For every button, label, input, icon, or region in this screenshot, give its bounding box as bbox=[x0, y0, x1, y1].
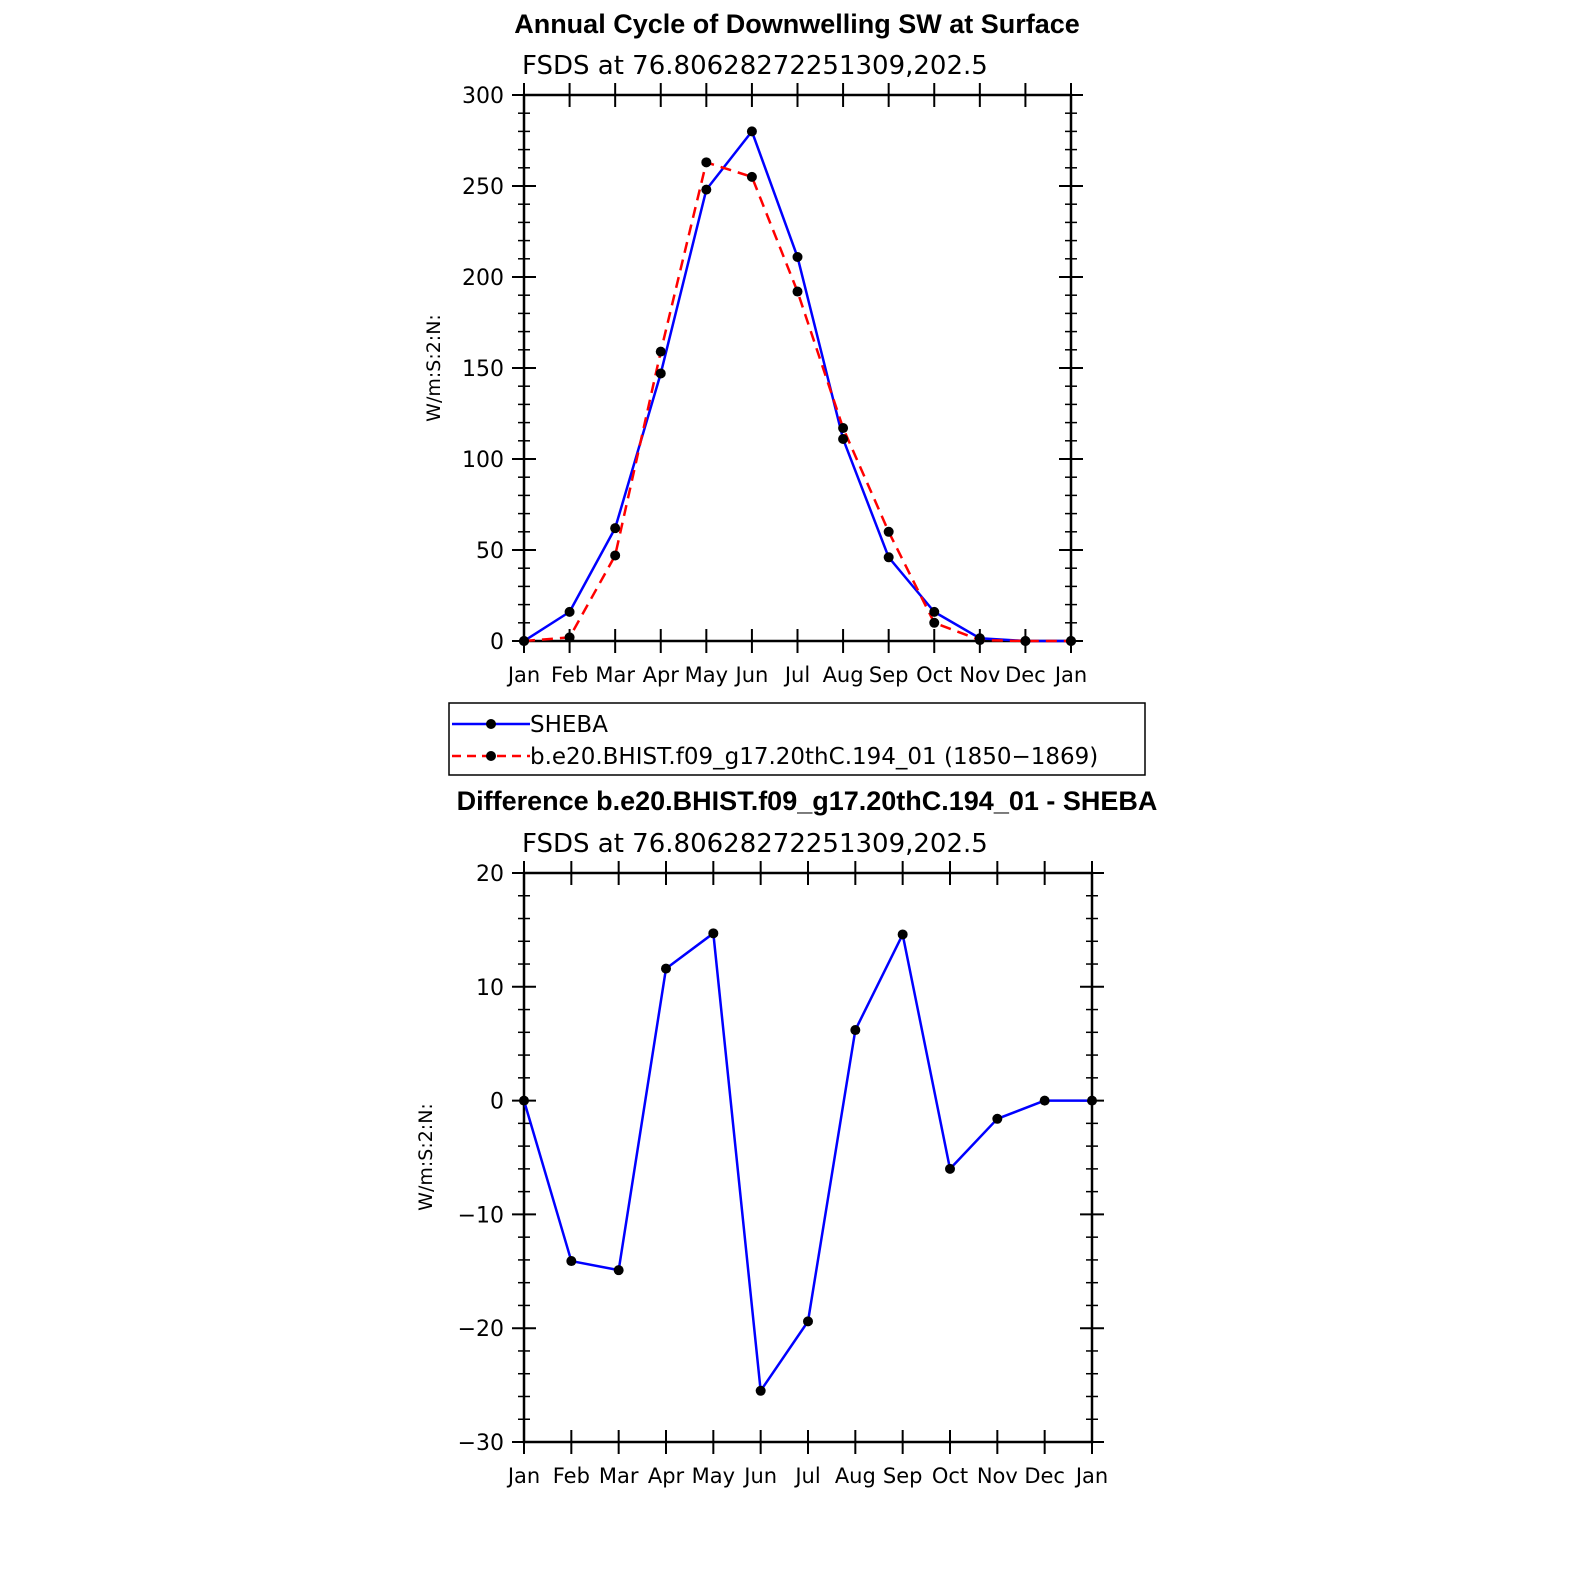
x-tick-label: Nov bbox=[959, 663, 1000, 687]
series-1-point bbox=[655, 346, 666, 357]
series-1-point bbox=[746, 171, 757, 182]
series-0-point bbox=[945, 1163, 955, 1174]
series-line-1 bbox=[523, 161, 1071, 643]
chart-title: Difference b.e20.BHIST.f09_g17.20thC.194… bbox=[457, 786, 1158, 816]
x-tick-label: Aug bbox=[835, 1464, 876, 1488]
legend-box bbox=[448, 702, 1146, 776]
y-tick-label: 20 bbox=[476, 862, 504, 887]
chart-subtitle: FSDS at 76.80628272251309,202.5 bbox=[522, 51, 988, 81]
x-tick-label: Sep bbox=[869, 663, 909, 687]
series-0-point bbox=[883, 552, 894, 563]
x-tick-label: Oct bbox=[932, 1464, 968, 1488]
series-1-point bbox=[883, 526, 894, 537]
difference-panel: Difference b.e20.BHIST.f09_g17.20thC.194… bbox=[415, 786, 1157, 1488]
legend-marker-model bbox=[486, 751, 496, 761]
x-tick-label: Jan bbox=[506, 663, 540, 687]
y-axis-label: W/m:S:2:N: bbox=[423, 314, 445, 422]
legend: SHEBA b.e20.BHIST.f09_g17.20thC.194_01 (… bbox=[448, 702, 1146, 776]
series-1-point bbox=[1066, 636, 1076, 646]
x-tick-label: Aug bbox=[823, 663, 864, 687]
axes-frame: 0 50 100 150 200 250 300 Jan Feb Mar Apr May Jun Jul A… bbox=[462, 83, 1087, 687]
series-0-point bbox=[566, 1256, 577, 1267]
series-0-point bbox=[897, 929, 908, 940]
plot-frame bbox=[522, 93, 1073, 643]
series-0-point bbox=[792, 251, 803, 262]
x-tick-label: Apr bbox=[648, 1464, 685, 1488]
x-tick-label: May bbox=[685, 663, 728, 687]
y-tick-label: 50 bbox=[476, 539, 504, 564]
y-tick-label: 150 bbox=[462, 357, 504, 382]
y-tick-label: 200 bbox=[462, 266, 504, 291]
series-1-point bbox=[792, 286, 803, 297]
x-tick-label: Jun bbox=[734, 663, 769, 687]
x-tick-label: Jun bbox=[742, 1464, 777, 1488]
series-0-point bbox=[701, 184, 712, 195]
x-tick-label: Dec bbox=[1024, 1464, 1065, 1488]
series-0-point bbox=[708, 928, 719, 939]
series-1-point bbox=[1020, 636, 1031, 646]
series-line-0 bbox=[523, 130, 1071, 643]
series-0-point bbox=[838, 433, 849, 444]
y-tick-label: 0 bbox=[490, 630, 504, 655]
x-tick-label: Jul bbox=[783, 663, 810, 687]
series-layer bbox=[519, 928, 1097, 1396]
x-tick-label: Mar bbox=[599, 1464, 639, 1488]
series-0-point bbox=[1039, 1095, 1050, 1106]
y-tick-label: −10 bbox=[458, 1203, 504, 1228]
legend-marker-sheba bbox=[486, 719, 496, 729]
x-tick-label: Jan bbox=[1053, 663, 1087, 687]
series-0-point bbox=[661, 963, 671, 974]
y-tick-label: 10 bbox=[476, 976, 504, 1001]
x-tick-label: Oct bbox=[916, 663, 952, 687]
legend-entry-model: b.e20.BHIST.f09_g17.20thC.194_01 (1850−1… bbox=[530, 744, 1098, 770]
series-1-point bbox=[701, 157, 712, 168]
series-0-point bbox=[564, 606, 575, 617]
legend-entry-sheba: SHEBA bbox=[530, 712, 608, 738]
series-0-point bbox=[850, 1025, 861, 1036]
series-1-point bbox=[974, 635, 985, 646]
series-0-point bbox=[755, 1385, 766, 1396]
x-tick-label: Nov bbox=[977, 1464, 1018, 1488]
x-tick-label: Sep bbox=[883, 1464, 923, 1488]
x-tick-label: Feb bbox=[551, 663, 588, 687]
x-tick-label: Apr bbox=[643, 663, 680, 687]
series-0-point bbox=[1087, 1095, 1097, 1106]
axes-frame: −30 −20 −10 0 10 20 Jan Feb Mar Apr May Jun Jul Aug Se… bbox=[458, 861, 1108, 1488]
x-tick-label: Jan bbox=[1074, 1464, 1108, 1488]
series-0-point bbox=[929, 606, 940, 617]
x-tick-label: Jul bbox=[793, 1464, 820, 1488]
x-tick-label: Jan bbox=[506, 1464, 540, 1488]
x-tick-label: Dec bbox=[1005, 663, 1046, 687]
series-1-point bbox=[610, 550, 621, 561]
x-tick-label: Feb bbox=[553, 1464, 590, 1488]
series-1-point bbox=[838, 423, 849, 434]
y-tick-label: −30 bbox=[458, 1431, 504, 1456]
series-0-point bbox=[803, 1316, 813, 1327]
series-0-point bbox=[613, 1265, 624, 1276]
y-tick-label: 250 bbox=[462, 175, 504, 200]
plot-frame bbox=[522, 871, 1094, 1444]
chart-title: Annual Cycle of Downwelling SW at Surfac… bbox=[514, 9, 1080, 39]
series-1-point bbox=[564, 632, 575, 643]
series-1-point bbox=[929, 617, 940, 628]
series-layer bbox=[519, 126, 1076, 646]
series-0-point bbox=[610, 523, 621, 534]
annual-cycle-panel: Annual Cycle of Downwelling SW at Surfac… bbox=[423, 9, 1087, 687]
series-0-point bbox=[655, 368, 666, 379]
x-tick-label: Mar bbox=[595, 663, 635, 687]
y-axis-label: W/m:S:2:N: bbox=[415, 1103, 437, 1211]
x-tick-label: May bbox=[692, 1464, 735, 1488]
series-0-point bbox=[746, 126, 757, 137]
y-tick-label: 100 bbox=[462, 448, 504, 473]
y-tick-label: 300 bbox=[462, 84, 504, 109]
chart-subtitle: FSDS at 76.80628272251309,202.5 bbox=[522, 829, 988, 859]
series-0-point bbox=[519, 1095, 529, 1106]
y-tick-label: 0 bbox=[490, 1090, 504, 1115]
y-tick-label: −20 bbox=[458, 1317, 504, 1342]
series-1-point bbox=[519, 636, 529, 646]
series-0-point bbox=[992, 1113, 1003, 1124]
